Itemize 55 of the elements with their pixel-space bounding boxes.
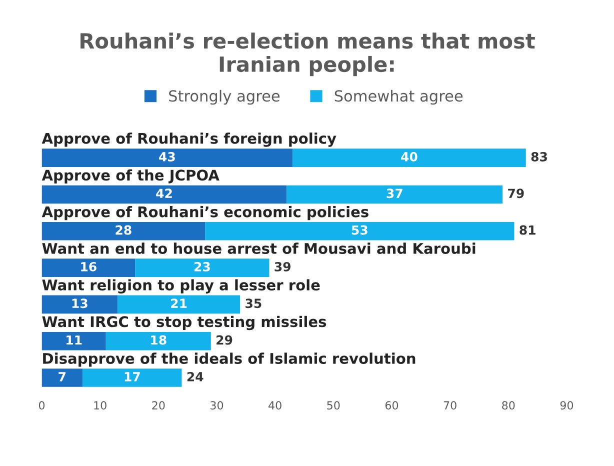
bar bbox=[135, 258, 270, 277]
total-label: 35 bbox=[246, 298, 262, 308]
data-label: 16 bbox=[81, 262, 96, 272]
x-tick-label: 70 bbox=[444, 401, 456, 410]
data-label: 40 bbox=[401, 152, 418, 162]
x-tick-label: 30 bbox=[210, 401, 224, 410]
bar bbox=[42, 148, 293, 167]
total-label: 39 bbox=[274, 262, 290, 272]
data-label: 43 bbox=[159, 152, 175, 162]
y-tick-label: Approve of Rouhani’s economic policies bbox=[42, 206, 368, 220]
bar bbox=[205, 222, 514, 240]
data-label: 21 bbox=[171, 298, 187, 308]
y-tick-label: Disapprove of the ideals of Islamic revolution bbox=[43, 352, 416, 367]
x-tick-label: 60 bbox=[385, 401, 398, 410]
data-label: 17 bbox=[124, 372, 140, 382]
data-label: 53 bbox=[352, 225, 368, 235]
data-label: 11 bbox=[66, 335, 82, 345]
bar bbox=[118, 295, 240, 314]
y-tick-label: Want IRGC to stop testing missiles bbox=[42, 316, 326, 330]
legend-label: Somewhat agree bbox=[334, 90, 463, 105]
data-label: 13 bbox=[72, 298, 88, 308]
x-tick-label: 0 bbox=[38, 401, 45, 410]
x-tick-label: 10 bbox=[94, 401, 106, 410]
total-label: 81 bbox=[520, 225, 536, 235]
y-tick-label: Want religion to play a lesser role bbox=[42, 279, 320, 294]
bar bbox=[42, 185, 287, 204]
x-tick-label: 80 bbox=[502, 401, 515, 410]
y-tick-label: Approve of Rouhani’s foreign policy bbox=[42, 132, 336, 147]
data-label: 7 bbox=[58, 372, 66, 382]
legend-label: Strongly agree bbox=[169, 90, 280, 105]
data-label: 37 bbox=[386, 188, 402, 198]
bar bbox=[82, 368, 182, 387]
bar bbox=[286, 185, 503, 204]
x-tick-label: 90 bbox=[560, 401, 574, 410]
data-label: 23 bbox=[194, 262, 210, 272]
y-tick-label: Approve of the JCPOA bbox=[42, 169, 220, 184]
data-label: 18 bbox=[151, 335, 166, 345]
total-label: 79 bbox=[508, 188, 524, 198]
x-tick-label: 40 bbox=[268, 401, 282, 410]
bar bbox=[42, 368, 83, 387]
bar bbox=[42, 295, 118, 314]
x-tick-label: 50 bbox=[327, 401, 340, 410]
total-label: 83 bbox=[531, 152, 547, 162]
data-label: 42 bbox=[156, 188, 172, 198]
y-tick-label: Want an end to house arrest of Mousavi and Karoubi bbox=[42, 242, 476, 254]
total-label: 29 bbox=[216, 335, 232, 345]
bar bbox=[106, 332, 211, 350]
chart-title: Rouhani’s re-election means that most Iranian people: bbox=[80, 32, 535, 76]
bar bbox=[42, 222, 206, 240]
bar bbox=[42, 258, 136, 277]
bar bbox=[42, 332, 106, 350]
bar bbox=[292, 148, 526, 167]
x-tick-label: 20 bbox=[152, 401, 165, 410]
data-label: 28 bbox=[116, 225, 132, 235]
total-label: 24 bbox=[187, 372, 204, 382]
